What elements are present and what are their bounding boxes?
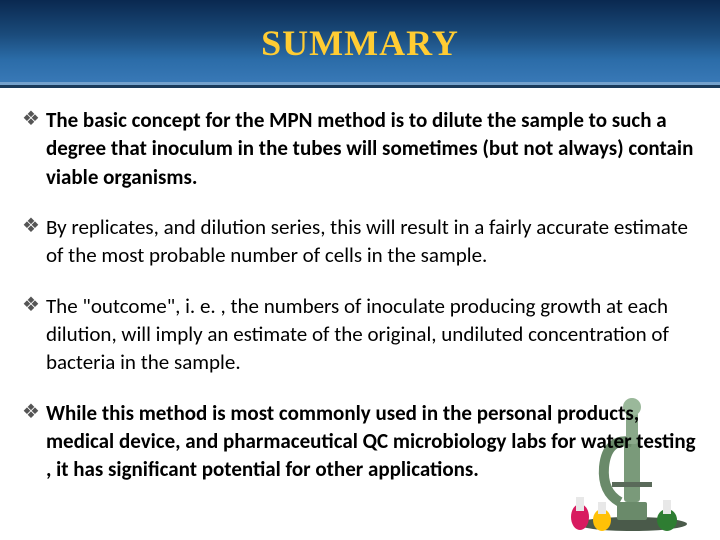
bullet-item: ❖ The basic concept for the MPN method i… bbox=[22, 106, 698, 191]
bullet-text: The basic concept for the MPN method is … bbox=[46, 106, 698, 191]
slide-content: ❖ The basic concept for the MPN method i… bbox=[0, 88, 720, 516]
bullet-text: By replicates, and dilution series, this… bbox=[46, 213, 698, 270]
bullet-text: While this method is most commonly used … bbox=[46, 399, 698, 484]
bullet-item: ❖ The "outcome", i. e. , the numbers of … bbox=[22, 292, 698, 377]
bullet-marker-icon: ❖ bbox=[22, 106, 40, 191]
slide-title: SUMMARY bbox=[261, 22, 459, 64]
bullet-marker-icon: ❖ bbox=[22, 399, 40, 484]
bullet-marker-icon: ❖ bbox=[22, 213, 40, 270]
slide-header: SUMMARY bbox=[0, 0, 720, 88]
bullet-marker-icon: ❖ bbox=[22, 292, 40, 377]
bullet-item: ❖ By replicates, and dilution series, th… bbox=[22, 213, 698, 270]
bullet-item: ❖ While this method is most commonly use… bbox=[22, 399, 698, 484]
bullet-text: The "outcome", i. e. , the numbers of in… bbox=[46, 292, 698, 377]
